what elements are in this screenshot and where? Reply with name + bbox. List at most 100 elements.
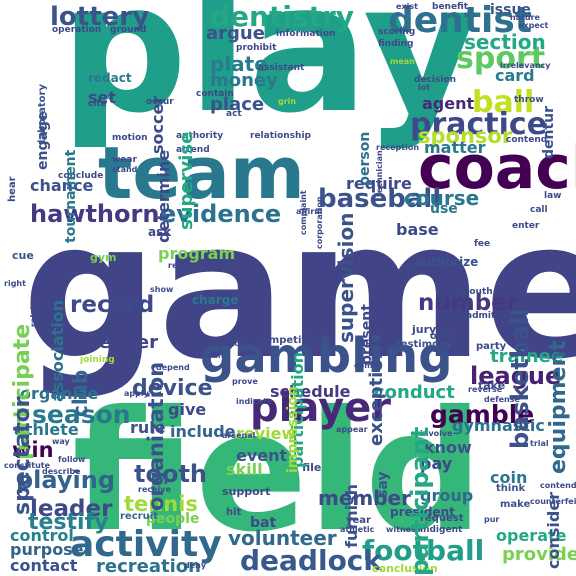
word-assistant: assistant (258, 63, 305, 73)
word-supervision: supervision (334, 212, 358, 343)
word-pur: pur (484, 515, 500, 524)
word-sponsor: sponsor (418, 124, 513, 148)
word-competition: competition (256, 335, 324, 346)
word-organization: organization (144, 362, 168, 512)
word-contend2: contend (540, 481, 576, 490)
word-reverse: reverse (468, 385, 503, 394)
word-indicate: indicate (236, 397, 273, 406)
word-gamble: gamble (430, 400, 535, 429)
word-cite: cite (88, 99, 107, 109)
word-contend: contend (506, 135, 548, 145)
word-conclusion: conclusion (372, 562, 438, 575)
word-use: use (430, 201, 458, 217)
word-program: program (158, 244, 236, 263)
word-equipment: equipment (546, 340, 571, 474)
word-chance: chance (30, 176, 94, 195)
word-grin: grin (278, 97, 297, 106)
word-say: say (375, 472, 391, 499)
word-record: record (70, 292, 155, 318)
word-note: note (133, 344, 142, 365)
word-apply: apply (124, 389, 149, 398)
word-soccer: soccer (148, 96, 167, 155)
word-authorize: authorize (414, 255, 479, 269)
word-know: know (424, 438, 472, 457)
word-control: control (10, 526, 74, 545)
word-member: member (318, 486, 411, 510)
word-constitute: constitute (4, 461, 51, 470)
word-right: right (4, 279, 26, 288)
word-include: include (170, 422, 236, 441)
word-affirm: affirm (296, 207, 323, 216)
word-indigent: indigent (420, 525, 463, 535)
word-request: request (420, 513, 464, 524)
word-enter: enter (512, 221, 540, 231)
word-contact: contact (10, 556, 78, 575)
word-practice: practice (410, 107, 548, 142)
word-tennis: tennis (124, 492, 198, 516)
word-way: way (52, 437, 70, 446)
word-counterfeit: counterfeit (530, 497, 576, 506)
word-skill: skill (226, 460, 263, 479)
word-field: field (72, 376, 484, 569)
word-club: club (68, 370, 92, 418)
word-follow: follow (58, 455, 86, 464)
word-deadlock: deadlock (240, 544, 383, 576)
word-hawthorne: hawthorne (30, 200, 176, 228)
word-expect: expect (518, 21, 549, 30)
word-admit: admit (466, 311, 496, 321)
word-agent: agent (422, 94, 475, 113)
word-relationship: relationship (250, 131, 311, 141)
word-reception: reception (376, 143, 420, 152)
word-require: require (346, 174, 412, 193)
word-play: play (60, 0, 480, 152)
word-section: section (464, 30, 546, 54)
word-issue: issue (490, 2, 531, 18)
word-dentistry: dentistry (210, 0, 355, 33)
word-device: device (132, 376, 213, 401)
word-athlete: athlete (14, 420, 79, 439)
word-dentist: dentist (388, 0, 532, 41)
word-recruit: recruit (120, 511, 158, 522)
word-organize: organize (20, 384, 99, 403)
word-involve: involve (420, 429, 453, 438)
word-pay: pay (420, 454, 453, 473)
word-operation: operation (52, 25, 102, 35)
word-matter: matter (424, 138, 486, 157)
word-laboratory: laboratory (37, 84, 48, 143)
word-irrelevancy: irrelevancy (500, 61, 551, 70)
word-year: year (346, 515, 371, 526)
word-complaint: complaint (299, 190, 308, 235)
word-motion: motion (112, 133, 148, 143)
word-person: person (357, 132, 373, 187)
word-season: season (32, 400, 131, 429)
word-base: base (396, 220, 439, 239)
word-take: take (478, 379, 506, 392)
word-activity: activity (70, 524, 222, 565)
word-exist: exist (396, 2, 418, 11)
word-offer: offer (430, 331, 457, 342)
word-cue: cue (12, 249, 34, 262)
word-support: support (222, 485, 271, 498)
word-evidence: evidence (160, 200, 282, 228)
word-provide: provide (502, 544, 576, 565)
word-argue: argue (206, 23, 265, 44)
word-purpose: purpose (10, 540, 84, 559)
word-mouth: mouth (460, 287, 493, 297)
word-throw: throw (514, 95, 544, 105)
word-gymnastic: gymnastic (452, 416, 545, 435)
word-athletic: athletic (340, 525, 375, 534)
word-make: make (500, 499, 531, 510)
word-schedule: schedule (270, 382, 351, 401)
word-determine: determine (154, 150, 173, 244)
word-come: come (354, 361, 378, 370)
word-operate: operate (496, 526, 567, 545)
word-plate: plate (210, 52, 268, 76)
word-bat: bat (250, 515, 277, 531)
word-information: information (276, 29, 336, 39)
word-depend: depend (156, 363, 190, 372)
word-nature: nature (510, 13, 540, 22)
word-sport: sport (456, 41, 546, 76)
word-present: present (359, 304, 375, 365)
word-show: show (150, 285, 174, 294)
word-ball: ball (472, 85, 535, 120)
